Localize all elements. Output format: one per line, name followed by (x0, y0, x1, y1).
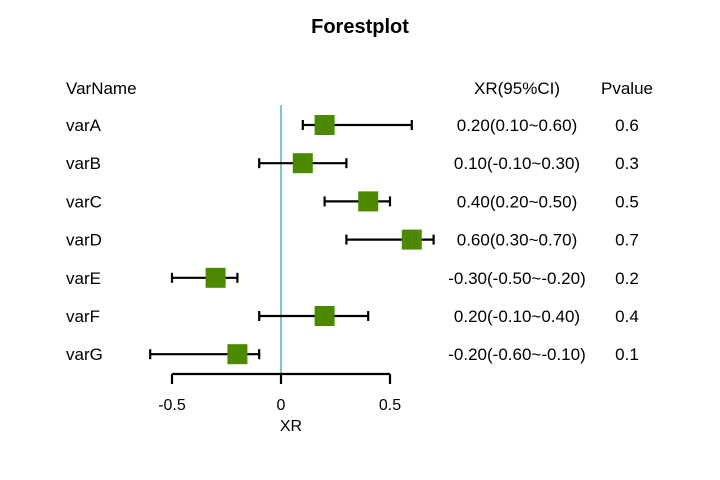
x-tick-label: -0.5 (158, 397, 186, 414)
row-name: varC (66, 192, 102, 211)
row-name: varA (66, 116, 102, 135)
row-ci-text: 0.20(0.10~0.60) (457, 116, 578, 135)
row-ci-text: 0.10(-0.10~0.30) (454, 154, 580, 173)
row-ci-text: -0.20(-0.60~-0.10) (448, 345, 586, 364)
row-ci-text: -0.30(-0.50~-0.20) (448, 269, 586, 288)
estimate-marker (292, 153, 313, 174)
row-pvalue: 0.3 (615, 154, 639, 173)
row-name: varG (66, 345, 103, 364)
row-name: varE (66, 269, 101, 288)
row-ci-text: 0.40(0.20~0.50) (457, 192, 578, 211)
estimate-marker (314, 306, 335, 326)
forest-row: varG -0.20(-0.60~-0.10) 0.1 (66, 344, 639, 365)
x-tick-label: 0.5 (379, 397, 401, 414)
forest-row: varB 0.10(-0.10~0.30) 0.3 (66, 153, 639, 174)
x-axis-label: XR (280, 418, 302, 435)
row-ci-text: 0.20(-0.10~0.40) (454, 307, 580, 326)
estimate-marker (401, 229, 422, 250)
row-ci-text: 0.60(0.30~0.70) (457, 231, 578, 250)
row-pvalue: 0.2 (615, 269, 639, 288)
forest-row: varD 0.60(0.30~0.70) 0.7 (66, 229, 639, 250)
row-name: varF (66, 307, 100, 326)
row-pvalue: 0.5 (615, 192, 639, 211)
row-pvalue: 0.6 (615, 116, 639, 135)
header-varname: VarName (66, 79, 137, 98)
row-pvalue: 0.4 (615, 307, 639, 326)
chart-title: Forestplot (311, 16, 409, 38)
row-name: varD (66, 231, 102, 250)
forest-row: varC 0.40(0.20~0.50) 0.5 (66, 191, 639, 212)
estimate-marker (205, 267, 226, 288)
row-name: varB (66, 154, 101, 173)
row-pvalue: 0.7 (615, 231, 639, 250)
header-pvalue: Pvalue (601, 79, 653, 98)
forest-row: varF 0.20(-0.10~0.40) 0.4 (66, 306, 639, 326)
row-pvalue: 0.1 (615, 345, 639, 364)
estimate-marker (227, 344, 248, 365)
forest-row: varA 0.20(0.10~0.60) 0.6 (66, 115, 639, 135)
forest-row: varE -0.30(-0.50~-0.20) 0.2 (66, 267, 639, 288)
estimate-marker (314, 115, 335, 135)
estimate-marker (358, 191, 379, 212)
x-tick-label: 0 (277, 397, 286, 414)
x-axis: -0.5 0 0.5 (158, 372, 401, 414)
header-ci: XR(95%CI) (474, 79, 560, 98)
rows-layer: varA 0.20(0.10~0.60) 0.6 varB 0.10(-0.10~0.3… (66, 105, 639, 374)
